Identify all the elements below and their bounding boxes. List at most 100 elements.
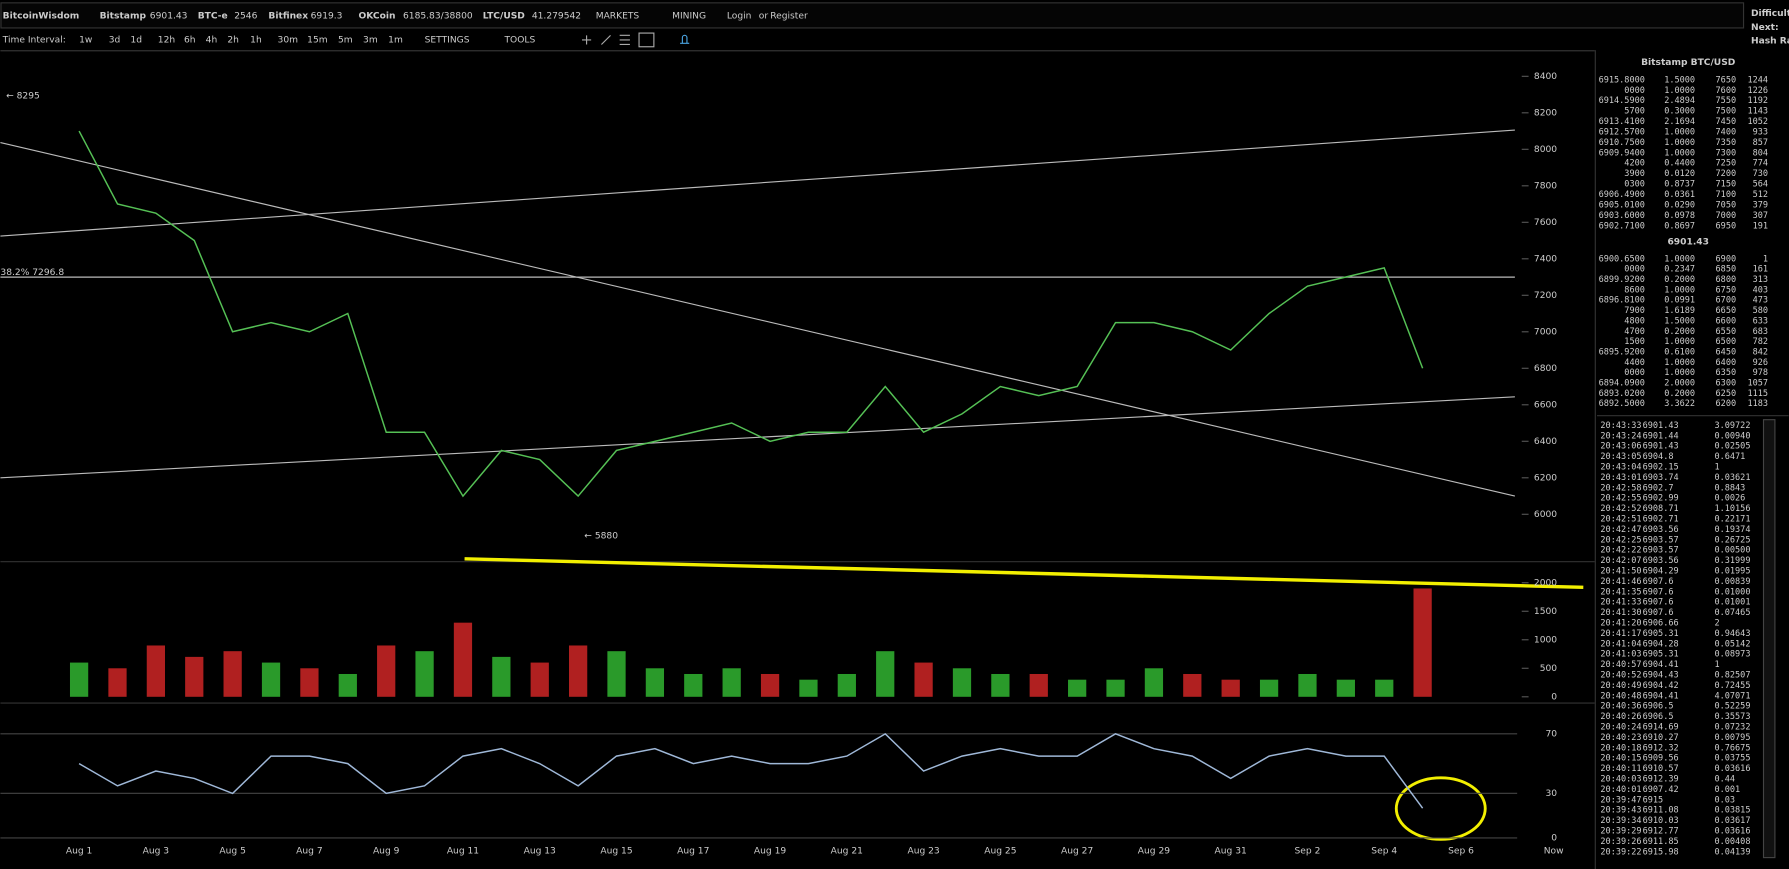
- ticker-price: 6901.43: [150, 11, 188, 21]
- trade-time: 20:39:22: [1600, 847, 1641, 857]
- trade-price: 6903.56: [1643, 556, 1679, 566]
- toolbar-menu[interactable]: SETTINGS: [425, 35, 470, 45]
- x-tick-label: Aug 19: [754, 846, 786, 856]
- ticker-name[interactable]: Bitstamp: [100, 11, 147, 21]
- trade-amount: 0.35573: [1714, 712, 1750, 722]
- interval-button[interactable]: 1w: [79, 35, 93, 45]
- interval-button[interactable]: 15m: [307, 35, 328, 45]
- y-tick-label: 6200: [1534, 473, 1557, 483]
- x-tick-label: Aug 1: [66, 846, 92, 856]
- trade-price: 6911.85: [1643, 837, 1679, 847]
- orderbook-cell: 7400: [1716, 127, 1737, 137]
- orderbook-cell: 1115: [1747, 389, 1768, 399]
- trade-time: 20:40:11: [1600, 764, 1641, 774]
- x-tick-label: Aug 31: [1215, 846, 1247, 856]
- orderbook-title: Bitstamp BTC/USD: [1641, 58, 1736, 68]
- orderbook-cell: 1500: [1624, 337, 1645, 347]
- y-tick-label: 6800: [1534, 364, 1557, 374]
- trade-time: 20:43:04: [1600, 462, 1641, 472]
- interval-button[interactable]: 3m: [363, 35, 378, 45]
- trade-amount: 0.00500: [1714, 546, 1750, 556]
- interval-button[interactable]: 1h: [250, 35, 262, 45]
- interval-button[interactable]: 3d: [109, 35, 121, 45]
- orderbook-cell: 6200: [1716, 399, 1737, 409]
- trade-price: 6904.41: [1643, 691, 1679, 701]
- orderbook-cell: 0300: [1624, 180, 1645, 190]
- volume-bar: [453, 622, 473, 697]
- ticker-name[interactable]: OKCoin: [359, 11, 396, 21]
- register-link[interactable]: Register: [770, 11, 808, 21]
- trade-amount: 0.0026: [1714, 494, 1745, 504]
- icon-line[interactable]: [601, 34, 611, 45]
- trade-price: 6907.6: [1643, 598, 1674, 608]
- orderbook-cell: 6250: [1716, 389, 1737, 399]
- icon-fib[interactable]: [638, 32, 655, 48]
- trade-price: 6905.31: [1643, 650, 1679, 660]
- orderbook-cell: 2.1694: [1664, 117, 1695, 127]
- menu[interactable]: MINING: [672, 11, 706, 21]
- trade-time: 20:42:52: [1600, 504, 1641, 514]
- site-title[interactable]: BitcoinWisdom: [3, 11, 80, 21]
- ticker-name[interactable]: LTC/USD: [483, 11, 525, 21]
- orderbook-cell: 3900: [1624, 169, 1645, 179]
- interval-button[interactable]: 2h: [227, 35, 239, 45]
- orderbook-cell: 6909.9400: [1599, 148, 1645, 158]
- orderbook-cell: 1.0000: [1664, 148, 1695, 158]
- interval-button[interactable]: 4h: [206, 35, 218, 45]
- orderbook-cell: 0.0120: [1664, 169, 1695, 179]
- trade-price: 6907.42: [1643, 785, 1679, 795]
- scrollbar[interactable]: [1762, 419, 1776, 859]
- trade-time: 20:40:57: [1600, 660, 1641, 670]
- orderbook-cell: 774: [1753, 159, 1768, 169]
- orderbook-cell: 564: [1753, 180, 1768, 190]
- trade-price: 6915: [1643, 795, 1664, 805]
- toolbar-label: Time Interval:: [2, 35, 66, 45]
- interval-button[interactable]: 6h: [184, 35, 196, 45]
- trade-time: 20:40:52: [1600, 670, 1641, 680]
- orderbook-cell: 1226: [1747, 86, 1768, 96]
- trade-price: 6910.57: [1643, 764, 1679, 774]
- trade-time: 20:40:15: [1600, 754, 1641, 764]
- interval-button[interactable]: 1m: [388, 35, 403, 45]
- icon-alert[interactable]: [680, 34, 690, 44]
- trade-time: 20:42:51: [1600, 514, 1641, 524]
- volume-bar: [338, 673, 357, 697]
- orderbook-cell: 403: [1753, 285, 1768, 295]
- orderbook-cell: 6896.8100: [1599, 296, 1645, 306]
- orderbook-cell: 1.0000: [1664, 138, 1695, 148]
- trade-time: 20:41:35: [1600, 587, 1641, 597]
- ticker-name[interactable]: BTC-e: [198, 11, 228, 21]
- chart-annotation: 38.2% 7296.8: [0, 268, 64, 278]
- volume-bar: [607, 651, 626, 697]
- orderbook-cell: 4700: [1624, 327, 1645, 337]
- interval-button[interactable]: 12h: [158, 35, 175, 45]
- trade-time: 20:43:01: [1600, 473, 1641, 483]
- icon-cross[interactable]: [582, 35, 592, 45]
- trade-amount: 0.07232: [1714, 722, 1750, 732]
- trade-price: 6903.56: [1643, 525, 1679, 535]
- login-link[interactable]: Login: [727, 11, 752, 21]
- orderbook-cell: 6750: [1716, 285, 1737, 295]
- orderbook-cell: 0.0290: [1664, 200, 1695, 210]
- trade-time: 20:39:29: [1600, 827, 1641, 837]
- interval-button[interactable]: 30m: [278, 35, 299, 45]
- orderbook-cell: 842: [1753, 347, 1768, 357]
- orderbook-cell: 4400: [1624, 358, 1645, 368]
- orderbook-cell: 7550: [1716, 96, 1737, 106]
- y-tick-label: 6000: [1534, 510, 1557, 520]
- volume-bar: [914, 662, 933, 697]
- orderbook-cell: 7650: [1716, 75, 1737, 85]
- volume-bar: [760, 673, 780, 697]
- menu[interactable]: MARKETS: [596, 11, 640, 21]
- trade-amount: 0.6471: [1714, 452, 1745, 462]
- icon-lines[interactable]: [619, 34, 630, 46]
- orderbook-cell: 7300: [1716, 148, 1737, 158]
- volume-bar: [108, 668, 127, 697]
- interval-button[interactable]: 5m: [338, 35, 353, 45]
- toolbar-menu[interactable]: TOOLS: [503, 35, 535, 45]
- interval-button[interactable]: 1d: [130, 35, 142, 45]
- x-tick-label: Sep 6: [1448, 846, 1474, 856]
- trade-time: 20:41:20: [1600, 618, 1641, 628]
- ticker-name[interactable]: Bitfinex: [268, 11, 308, 21]
- trade-price: 6904.29: [1643, 566, 1679, 576]
